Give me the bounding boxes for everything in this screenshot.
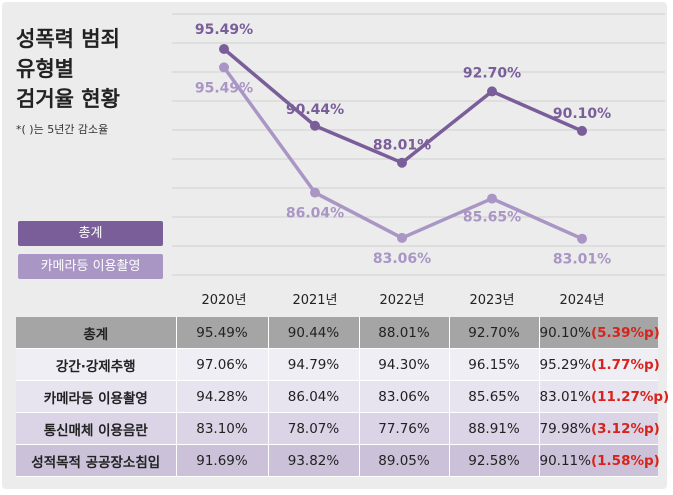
x-tick-label-3: 2023년: [469, 293, 514, 308]
cell-value: 95.29%: [539, 356, 591, 373]
series-1-data-label-0: 95.49%: [195, 80, 253, 96]
line-chart: 2020년 2021년 2022년 2023년 2024년 95.49% 86.04% 83.…: [172, 13, 665, 308]
row-header: 총계: [16, 317, 177, 349]
table-row: 총계 95.49% 90.44% 88.01% 92.70% 90.10%(5.39%p): [16, 317, 660, 349]
series-0-point-3: [487, 86, 497, 97]
table-cell: 92.58%: [449, 444, 540, 477]
decrease-rate: (11.27%p): [590, 388, 670, 405]
footnote: *( )는 5년간 감소율: [16, 123, 109, 136]
series-0-point-4: [577, 125, 587, 136]
row-header: 강간·강제추행: [16, 348, 177, 381]
series-1-data-label-3: 85.65%: [463, 210, 521, 226]
table-cell: 78.07%: [268, 412, 360, 445]
series-1-point-0: [219, 62, 229, 73]
cell-value: 90.10%: [539, 324, 591, 341]
series-1-data-label-2: 83.06%: [373, 251, 431, 267]
title-line-1: 성폭력 범죄: [16, 27, 120, 51]
series-0-data-label-2: 88.01%: [373, 138, 431, 154]
cell-value: 90.11%: [539, 452, 591, 469]
table-cell: 95.29%(1.77%p): [539, 348, 660, 381]
legend-item-camera: 카메라등 이용촬영: [18, 254, 163, 279]
table-cell: 88.01%: [359, 317, 450, 349]
table-cell: 90.10%(5.39%p): [539, 317, 660, 349]
table-cell: 90.11%(1.58%p): [539, 444, 660, 477]
title-line-3: 검거율 현황: [16, 87, 120, 111]
series-0-data-label-3: 92.70%: [463, 65, 521, 81]
table-cell: 86.04%: [268, 380, 360, 413]
table-cell: 94.79%: [268, 348, 360, 381]
series-0-data-label-1: 90.44%: [286, 102, 344, 118]
series-0-point-2: [397, 157, 407, 168]
table-cell: 91.69%: [176, 444, 269, 477]
series-1-data-label-1: 86.04%: [286, 206, 344, 222]
data-table: 총계 95.49% 90.44% 88.01% 92.70% 90.10%(5.39%p)…: [16, 317, 669, 477]
table-cell: 92.70%: [449, 317, 540, 349]
decrease-rate: (1.58%p): [590, 452, 660, 469]
series-1-point-1: [310, 187, 320, 198]
table-cell: 83.01%(11.27%p): [539, 380, 669, 413]
cell-value: 79.98%: [539, 420, 591, 437]
series-1-point-3: [487, 193, 497, 204]
series-1-point-2: [397, 232, 407, 243]
table-cell: 83.06%: [359, 380, 450, 413]
x-tick-label-2: 2022년: [379, 293, 424, 308]
series-0-point-0: [219, 44, 229, 54]
series-0-point-1: [310, 120, 320, 131]
table-cell: 95.49%: [176, 317, 269, 349]
x-tick-label-1: 2021년: [292, 293, 337, 308]
table-row: 성적목적 공공장소침입 91.69% 93.82% 89.05% 92.58% 90.11…: [16, 444, 660, 477]
table-cell: 94.30%: [359, 348, 450, 381]
legend-item-total: 총계: [18, 221, 163, 246]
decrease-rate: (5.39%p): [590, 324, 660, 341]
row-header: 성적목적 공공장소침입: [16, 444, 177, 477]
table-cell: 97.06%: [176, 348, 269, 381]
series-1-data-label-4: 83.01%: [553, 252, 611, 268]
x-tick-label-0: 2020년: [201, 293, 246, 308]
series-0-data-label-4: 90.10%: [553, 106, 611, 122]
table-cell: 89.05%: [359, 444, 450, 477]
series-1-point-4: [577, 233, 587, 244]
title-line-2: 유형별: [16, 57, 74, 81]
x-tick-label-4: 2024년: [559, 293, 604, 308]
table-cell: 88.91%: [449, 412, 540, 445]
table-cell: 96.15%: [449, 348, 540, 381]
row-header: 통신매체 이용음란: [16, 412, 177, 445]
series-0-data-label-0: 95.49%: [195, 22, 253, 38]
cell-value: 83.01%: [539, 388, 591, 405]
chart-title: 성폭력 범죄 유형별 검거율 현황: [16, 24, 120, 114]
table-cell: 85.65%: [449, 380, 540, 413]
row-header: 카메라등 이용촬영: [16, 380, 177, 413]
table-cell: 90.44%: [268, 317, 360, 349]
table-row: 강간·강제추행 97.06% 94.79% 94.30% 96.15% 95.29%(1.…: [16, 348, 660, 381]
table-cell: 77.76%: [359, 412, 450, 445]
table-row: 카메라등 이용촬영 94.28% 86.04% 83.06% 85.65% 83.01%(…: [16, 380, 669, 413]
table-cell: 94.28%: [176, 380, 269, 413]
decrease-rate: (3.12%p): [590, 420, 660, 437]
table-cell: 79.98%(3.12%p): [539, 412, 660, 445]
table-cell: 83.10%: [176, 412, 269, 445]
table-row: 통신매체 이용음란 83.10% 78.07% 77.76% 88.91% 79.98%(…: [16, 412, 660, 445]
decrease-rate: (1.77%p): [590, 356, 660, 373]
table-cell: 93.82%: [268, 444, 360, 477]
